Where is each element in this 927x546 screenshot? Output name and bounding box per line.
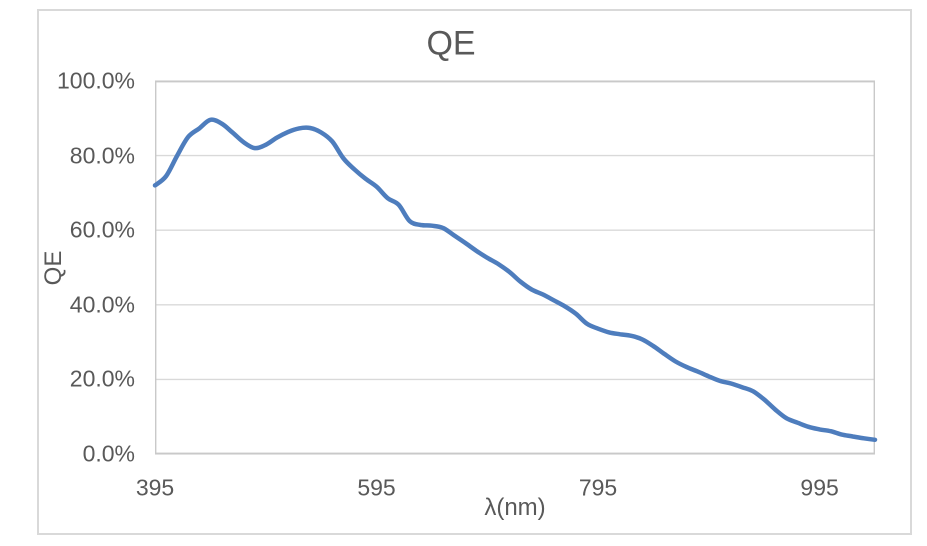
line-chart-svg [152, 80, 878, 455]
x-tick-label: 395 [135, 474, 175, 501]
x-tick-label: 795 [578, 474, 618, 501]
x-tick-label: 995 [800, 474, 839, 501]
x-axis-title: λ(nm) [484, 494, 546, 521]
plot-area [152, 80, 878, 455]
y-tick-label: 60.0% [69, 216, 135, 243]
y-tick-label: 80.0% [69, 142, 135, 169]
y-tick-label: 40.0% [69, 291, 135, 318]
y-tick-label: 20.0% [69, 365, 135, 392]
y-axis-title: QE [40, 250, 67, 286]
chart-title: QE [426, 24, 476, 63]
y-tick-label: 100.0% [56, 67, 135, 94]
y-tick-label: 0.0% [82, 440, 135, 467]
x-tick-label: 595 [357, 474, 396, 501]
chart-card: QE QE 100.0% 80.0% 60.0% 40.0% 20.0% 0.0… [37, 9, 912, 535]
